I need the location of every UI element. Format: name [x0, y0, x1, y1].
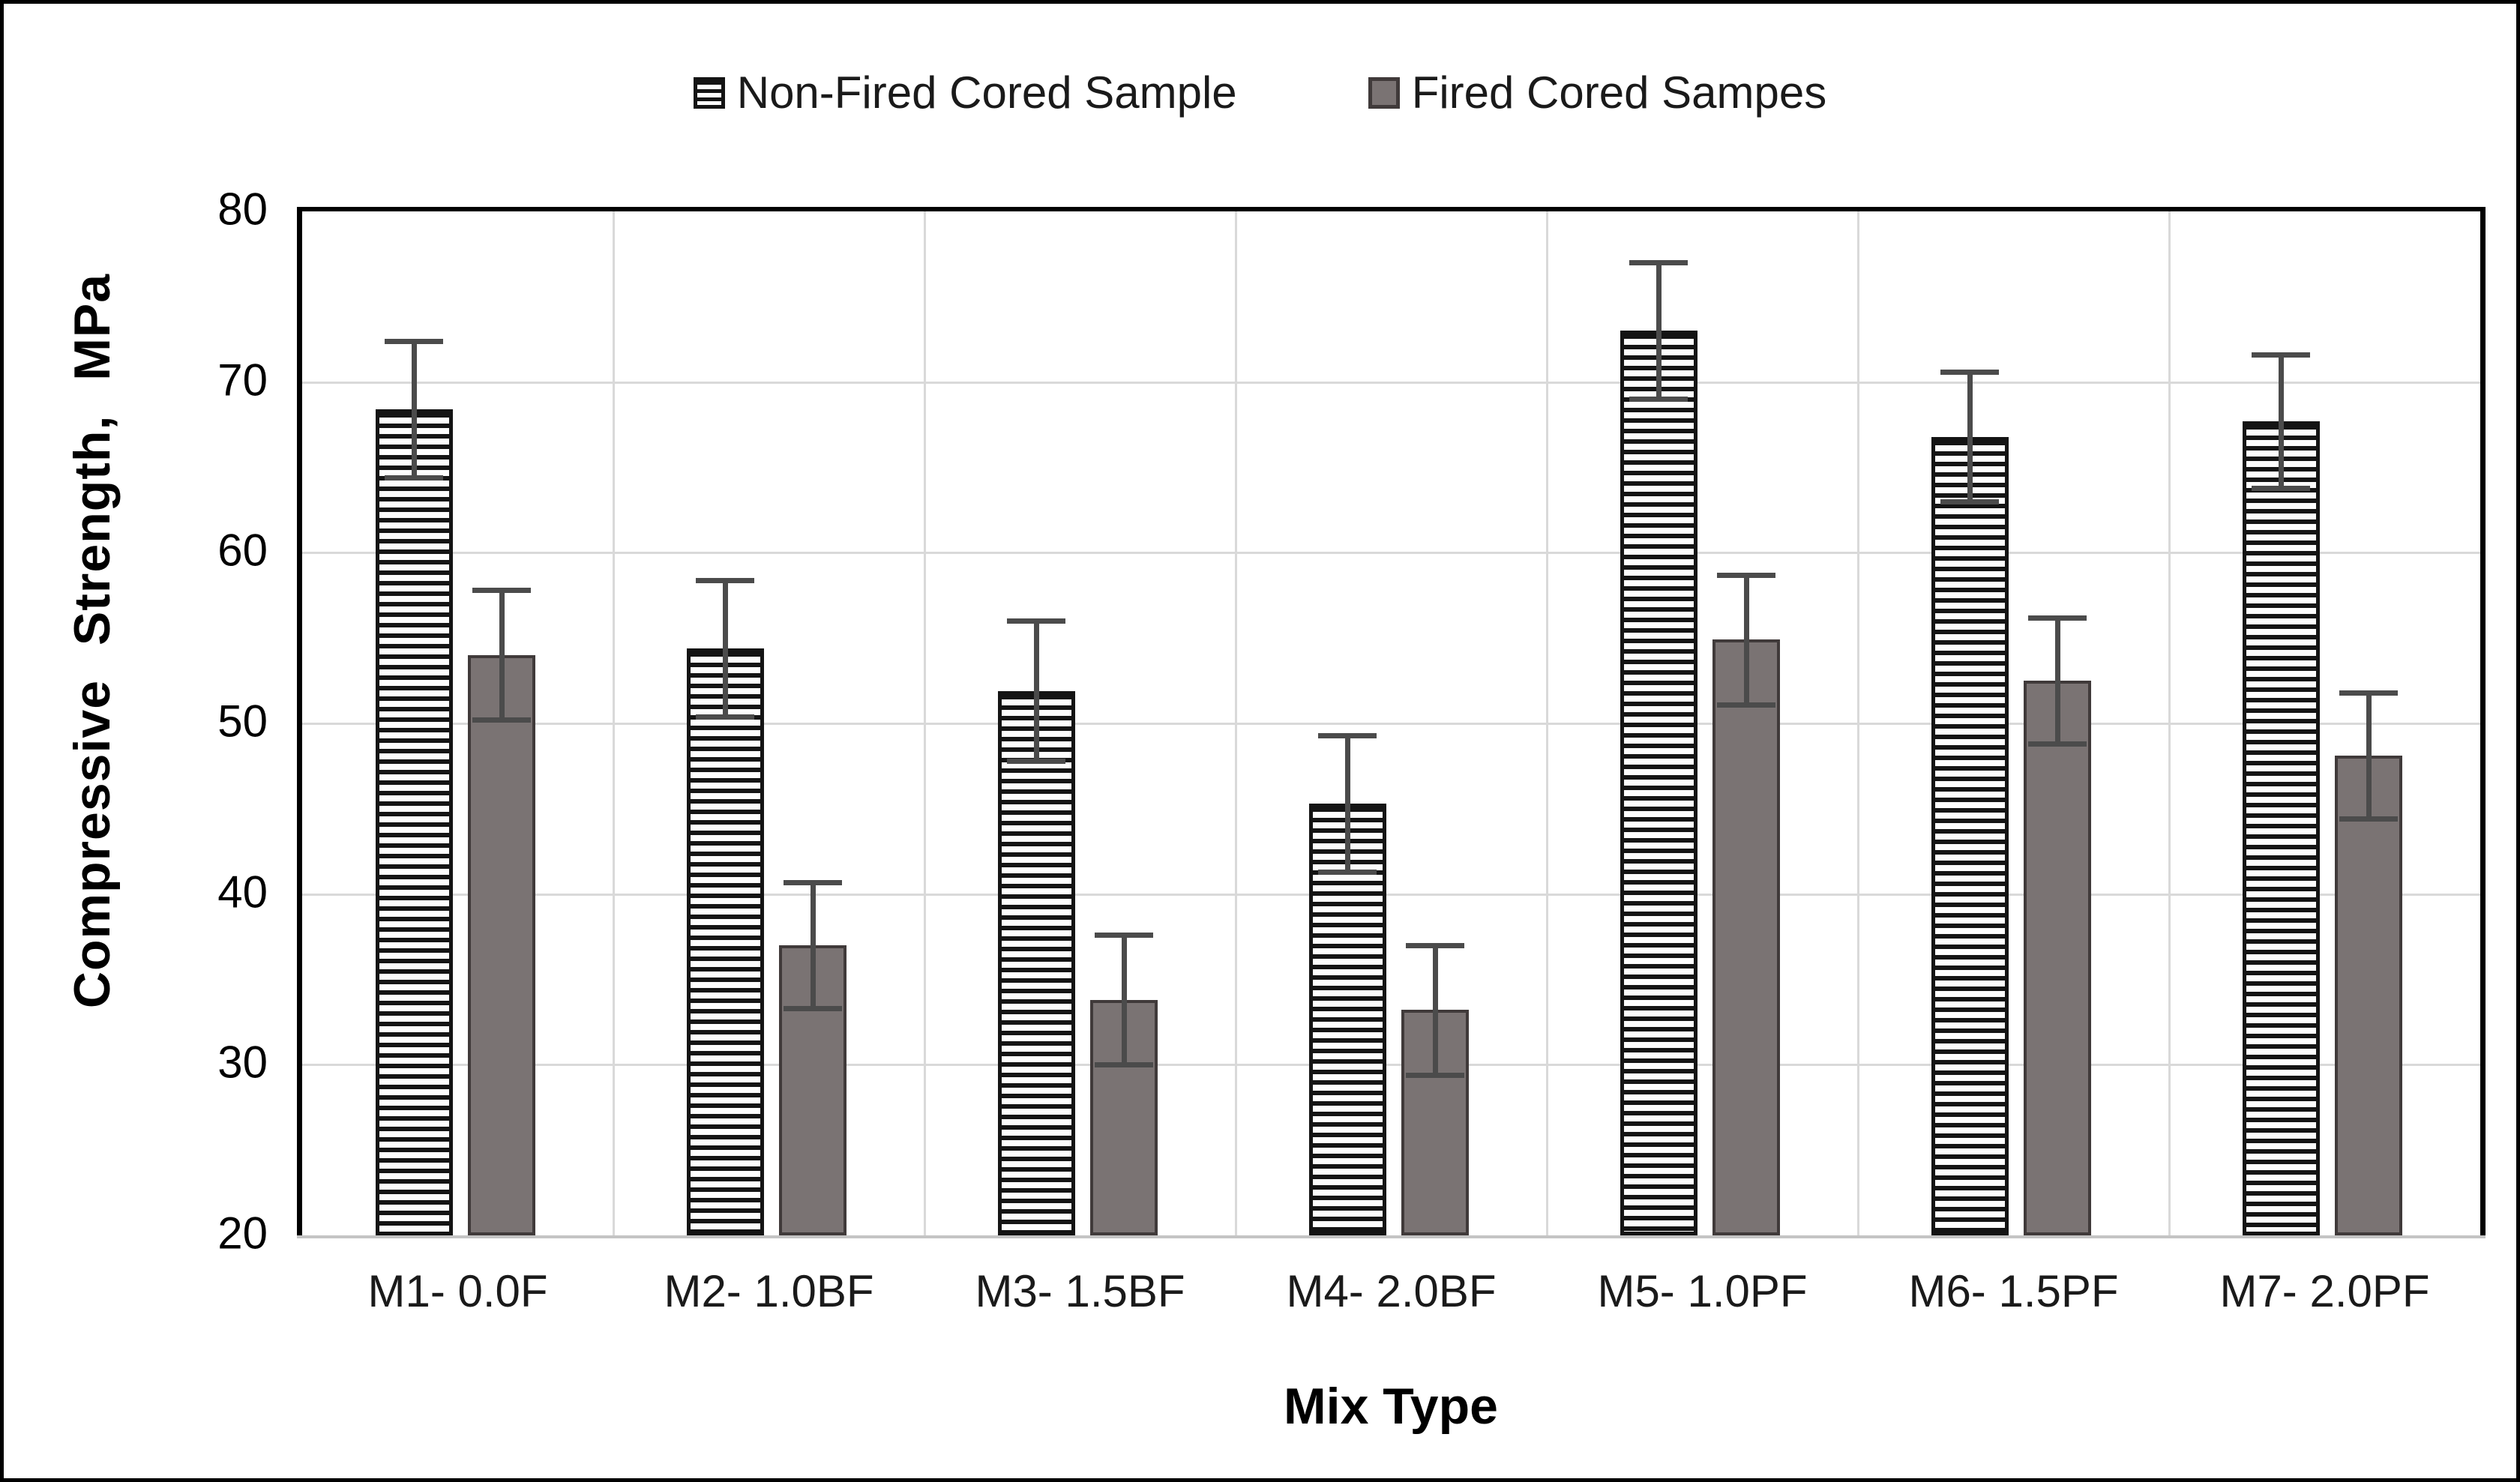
y-tick-label-50: 50: [217, 696, 268, 747]
error-bar-cap-top: [1095, 933, 1153, 939]
horizontal-gridline: [302, 381, 2480, 384]
y-tick-label-40: 40: [217, 867, 268, 918]
error-bar-cap-top: [1629, 260, 1688, 266]
error-bar-cap-bottom: [472, 717, 531, 723]
y-tick-label-60: 60: [217, 525, 268, 576]
vertical-gridline: [613, 211, 615, 1235]
vertical-gridline: [1546, 211, 1548, 1235]
bar-non-fired-M5- 1.0PF: [1620, 331, 1698, 1235]
bar-non-fired-M3- 1.5BF: [997, 690, 1076, 1235]
error-bar-cap-top: [1940, 370, 2000, 375]
error-bar-line: [2054, 617, 2060, 744]
y-tick-label-70: 70: [217, 355, 268, 406]
x-axis-line: [297, 1235, 2486, 1238]
bar-fired-M1- 0.0F: [467, 654, 536, 1235]
error-bar-cap-top: [2028, 615, 2087, 621]
error-bar-cap-bottom: [1717, 702, 1775, 708]
plot-right-border: [2480, 207, 2486, 1235]
legend-label-non-fired: Non-Fired Cored Sample: [736, 67, 1237, 118]
error-bar-cap-bottom: [1318, 870, 1377, 876]
plot-top-border: [297, 207, 2486, 211]
error-bar-cap-top: [1717, 572, 1775, 578]
error-bar-cap-top: [385, 339, 444, 345]
horizontal-gridline: [302, 552, 2480, 555]
vertical-gridline: [924, 211, 926, 1235]
error-bar-cap-top: [784, 879, 842, 885]
error-bar-line: [411, 341, 417, 478]
x-category-label-2: M2- 1.0BF: [664, 1266, 874, 1316]
y-tick-label-30: 30: [217, 1037, 268, 1088]
error-bar-line: [2366, 693, 2372, 819]
error-bar-line: [499, 590, 505, 720]
striped-swatch-icon: [693, 76, 725, 109]
error-bar-cap-top: [696, 577, 755, 583]
error-bar-cap-top: [1007, 618, 1066, 624]
error-bar-cap-bottom: [1940, 499, 2000, 505]
x-axis-title: Mix Type: [1284, 1378, 1498, 1435]
error-bar-cap-bottom: [2339, 816, 2398, 822]
error-bar-line: [2278, 355, 2284, 488]
error-bar-cap-top: [472, 588, 531, 594]
error-bar-cap-top: [1318, 732, 1377, 738]
error-bar-line: [1121, 935, 1127, 1065]
x-category-label-5: M5- 1.0PF: [1597, 1266, 1808, 1316]
legend-label-fired: Fired Cored Sampes: [1411, 67, 1827, 118]
legend-item-fired: Fired Cored Sampes: [1368, 67, 1827, 118]
y-tick-label-20: 20: [217, 1208, 268, 1259]
vertical-gridline: [1235, 211, 1237, 1235]
x-category-label-7: M7- 2.0PF: [2219, 1266, 2430, 1316]
error-bar-cap-bottom: [1629, 397, 1688, 403]
bar-fired-M6- 1.5PF: [2023, 681, 2092, 1235]
error-bar-cap-bottom: [1007, 759, 1066, 765]
bar-non-fired-M2- 1.0BF: [686, 648, 765, 1235]
bar-fired-M7- 2.0PF: [2334, 756, 2403, 1235]
error-bar-cap-bottom: [1095, 1062, 1153, 1068]
vertical-gridline: [1857, 211, 1859, 1235]
x-category-label-3: M3- 1.5BF: [975, 1266, 1185, 1316]
vertical-gridline: [2168, 211, 2171, 1235]
error-bar-cap-bottom: [2252, 485, 2311, 491]
error-bar-cap-top: [2252, 352, 2311, 358]
y-axis-line: [297, 207, 302, 1235]
error-bar-line: [1967, 372, 1973, 502]
error-bar-cap-bottom: [1406, 1072, 1464, 1078]
bar-non-fired-M6- 1.5PF: [1931, 436, 2009, 1235]
x-category-label-1: M1- 0.0F: [367, 1266, 548, 1316]
horizontal-gridline: [302, 1064, 2480, 1067]
error-bar-cap-top: [2339, 690, 2398, 696]
solid-swatch-icon: [1368, 76, 1400, 109]
error-bar-line: [1432, 945, 1438, 1075]
horizontal-gridline: [302, 893, 2480, 896]
horizontal-gridline: [302, 723, 2480, 725]
error-bar-cap-bottom: [696, 714, 755, 720]
y-tick-label-80: 80: [217, 184, 268, 235]
error-bar-cap-bottom: [2028, 741, 2087, 747]
error-bar-cap-bottom: [784, 1006, 842, 1012]
error-bar-cap-top: [1406, 942, 1464, 948]
error-bar-line: [1743, 574, 1749, 705]
error-bar-line: [722, 579, 728, 717]
error-bar-line: [1344, 735, 1350, 873]
legend: Non-Fired Cored Sample Fired Cored Sampe…: [4, 67, 2516, 118]
legend-item-non-fired: Non-Fired Cored Sample: [693, 67, 1237, 118]
error-bar-line: [1656, 262, 1662, 400]
error-bar-line: [810, 882, 816, 1009]
x-category-label-6: M6- 1.5PF: [1908, 1266, 2119, 1316]
error-bar-cap-bottom: [385, 475, 444, 481]
bar-non-fired-M1- 0.0F: [375, 409, 454, 1235]
error-bar-line: [1033, 621, 1039, 762]
x-category-label-4: M4- 2.0BF: [1286, 1266, 1497, 1316]
bar-fired-M5- 1.0PF: [1712, 639, 1781, 1235]
bar-non-fired-M7- 2.0PF: [2242, 421, 2321, 1235]
